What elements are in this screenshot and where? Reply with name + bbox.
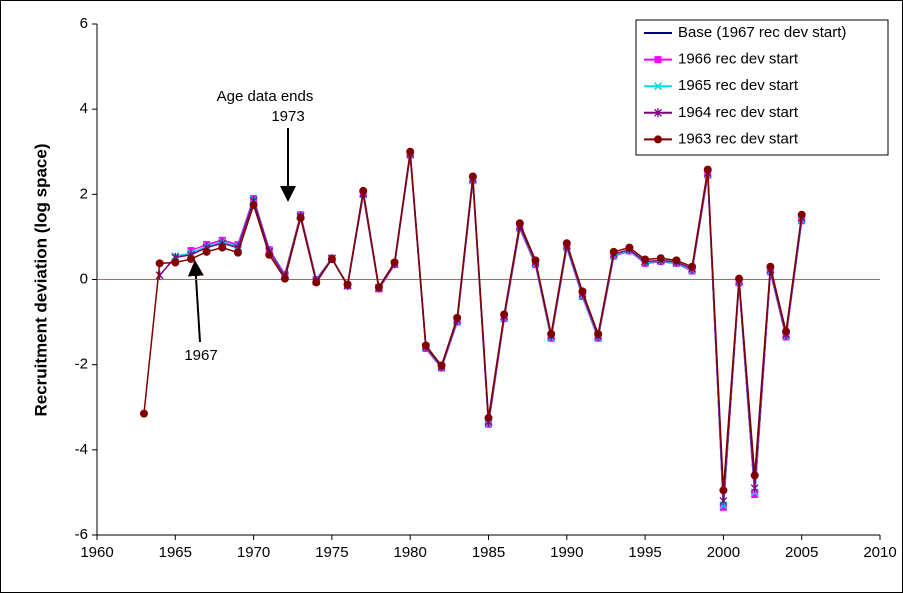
legend-label: Base (1967 rec dev start) xyxy=(678,24,846,41)
x-tick-label: 1975 xyxy=(315,544,348,561)
legend-label: 1965 rec dev start xyxy=(678,77,799,94)
marker xyxy=(594,330,603,339)
y-tick-label: -4 xyxy=(75,441,88,458)
marker xyxy=(374,283,383,292)
marker xyxy=(280,274,289,283)
x-tick-label: 1970 xyxy=(237,544,270,561)
marker xyxy=(390,258,399,267)
marker xyxy=(312,278,321,287)
marker xyxy=(437,361,446,370)
marker xyxy=(265,250,274,259)
legend-label: 1964 rec dev start xyxy=(678,104,799,121)
legend-label: 1963 rec dev start xyxy=(678,130,799,147)
y-tick-label: 0 xyxy=(80,270,88,287)
x-tick-label: 2000 xyxy=(707,544,740,561)
marker xyxy=(453,313,462,322)
marker xyxy=(171,258,180,267)
marker xyxy=(703,165,712,174)
marker xyxy=(186,255,195,264)
y-tick-label: -2 xyxy=(75,356,88,373)
marker xyxy=(625,243,634,252)
x-tick-label: 1990 xyxy=(550,544,583,561)
marker xyxy=(750,471,759,480)
annotation: 1967 xyxy=(184,347,217,364)
marker xyxy=(249,200,258,209)
marker xyxy=(641,255,650,264)
x-tick-label: 1965 xyxy=(159,544,192,561)
x-tick-label: 1980 xyxy=(394,544,427,561)
x-tick-label: 1995 xyxy=(628,544,661,561)
marker xyxy=(484,413,493,422)
marker xyxy=(139,409,148,418)
marker xyxy=(719,496,728,506)
marker xyxy=(531,256,540,265)
marker xyxy=(406,147,415,156)
annotation-arrow xyxy=(187,260,204,343)
marker xyxy=(155,259,164,268)
y-tick-label: 2 xyxy=(80,185,88,202)
y-tick-label: 4 xyxy=(80,100,88,117)
legend-box xyxy=(635,19,889,156)
marker xyxy=(782,327,791,336)
marker xyxy=(688,262,697,271)
marker xyxy=(578,287,587,296)
marker xyxy=(468,172,477,181)
marker xyxy=(609,247,618,256)
x-tick-label: 2010 xyxy=(863,544,896,561)
legend-label: 1966 rec dev start xyxy=(678,51,799,68)
marker xyxy=(766,262,775,271)
marker xyxy=(359,186,368,195)
annotation: Age data ends xyxy=(217,88,314,105)
x-tick-label: 1960 xyxy=(80,544,113,561)
marker xyxy=(515,219,524,228)
marker xyxy=(751,491,759,499)
y-tick-label: -6 xyxy=(75,526,88,543)
marker xyxy=(719,486,728,495)
marker xyxy=(155,270,164,280)
marker xyxy=(202,247,211,256)
y-axis-label: Recruitment deviation (log space) xyxy=(31,144,50,417)
y-tick-label: 6 xyxy=(80,15,88,32)
marker xyxy=(327,255,336,264)
marker xyxy=(218,243,227,252)
marker xyxy=(656,254,665,263)
marker xyxy=(500,310,509,319)
marker xyxy=(562,239,571,248)
marker xyxy=(750,483,759,493)
marker xyxy=(735,274,744,283)
marker xyxy=(233,248,242,257)
marker xyxy=(547,330,556,339)
marker xyxy=(343,280,352,289)
legend-marker xyxy=(654,108,662,118)
marker xyxy=(421,341,430,350)
legend-marker xyxy=(654,135,662,144)
marker xyxy=(797,210,806,219)
legend-marker xyxy=(653,82,663,91)
marker xyxy=(719,503,727,511)
annotation: 1973 xyxy=(271,108,304,125)
marker xyxy=(672,256,681,265)
x-tick-label: 1985 xyxy=(472,544,505,561)
marker xyxy=(296,213,305,222)
legend-marker xyxy=(654,56,662,64)
x-tick-label: 2005 xyxy=(785,544,818,561)
